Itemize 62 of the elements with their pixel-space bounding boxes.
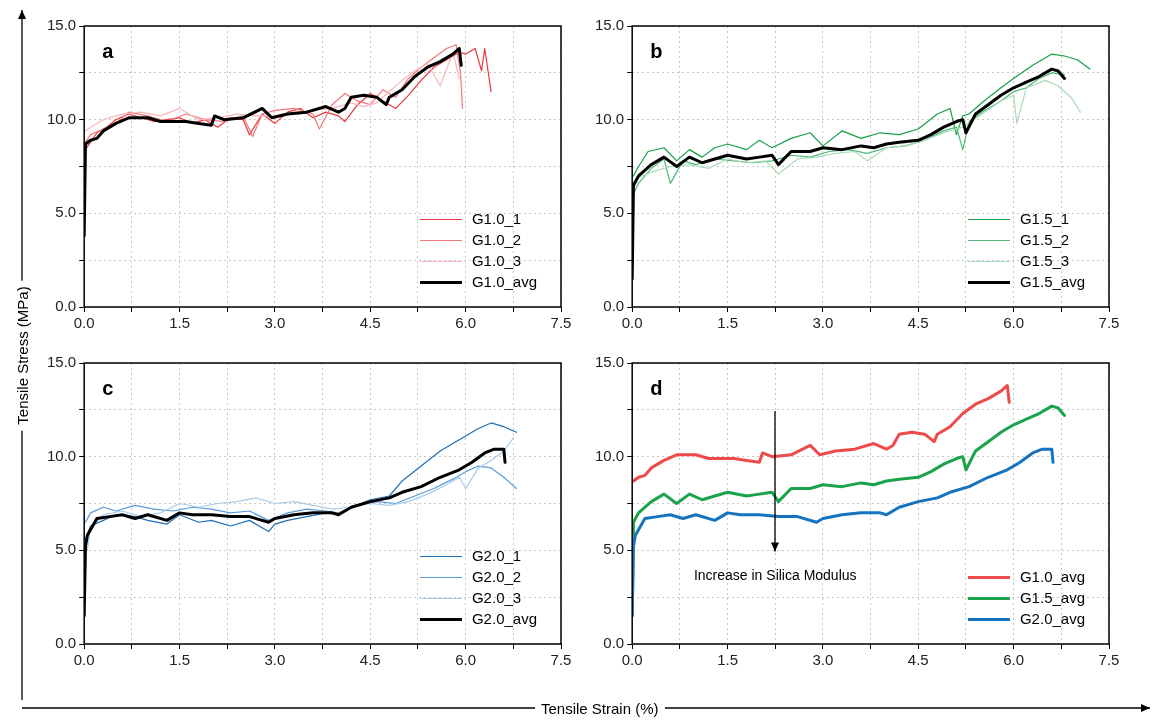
x-tick-label: 4.5 [359,314,381,332]
y-tick-label: 10.0 [594,109,625,127]
legend-label: G2.0_2 [471,567,522,585]
x-tick-label: 7.5 [550,314,572,332]
x-tick-label: 6.0 [1003,314,1025,332]
legend-label: G2.0_avg [471,609,537,627]
legend-label: G1.5_1 [1019,209,1070,227]
x-tick-label: 3.0 [264,651,286,669]
x-tick-label: 1.5 [717,314,738,332]
x-tick-label: 0.0 [73,314,95,332]
x-tick-label: 6.0 [1003,651,1025,669]
x-tick-label: 1.5 [717,651,738,669]
text: d [650,376,663,399]
legend-label: G1.0_avg [471,272,537,290]
x-tick-label: 6.0 [455,314,477,332]
y-tick-label: 15.0 [594,16,625,34]
x-tick-label: 4.5 [907,651,929,669]
annotation: Increase in Silica Modulus [693,567,857,584]
legend-label: G2.0_3 [471,588,522,606]
y-tick-label: 0.0 [55,634,77,652]
x-tick-label: 3.0 [264,314,286,332]
y-tick-label: 10.0 [594,446,625,464]
text: a [102,39,115,62]
x-tick-label: 0.0 [73,651,95,669]
y-tick-label: 5.0 [55,540,77,558]
legend-label: G1.0_3 [471,251,522,269]
x-tick-label: 7.5 [550,651,572,669]
y-tick-label: 15.0 [46,16,77,34]
x-tick-label: 0.0 [621,314,643,332]
x-tick-label: 1.5 [169,314,190,332]
legend-label: G1.0_2 [471,230,522,248]
y-tick-label: 15.0 [46,353,77,371]
y-tick-label: 10.0 [46,446,77,464]
x-tick-label: 4.5 [907,314,929,332]
legend-label: G1.0_1 [471,209,522,227]
y-tick-label: 0.0 [603,634,625,652]
legend-label: G1.0_avg [1019,567,1085,585]
y-tick-label: 5.0 [55,203,77,221]
y-tick-label: 10.0 [46,109,77,127]
x-tick-label: 7.5 [1098,651,1120,669]
legend-label: G2.0_1 [471,546,522,564]
y-axis-title: Tensile Stress (MPa) [13,279,31,431]
legend-label: G1.5_avg [1019,272,1085,290]
x-tick-label: 1.5 [169,651,190,669]
x-tick-label: 6.0 [455,651,477,669]
x-tick-label: 0.0 [621,651,643,669]
legend-label: G1.5_2 [1019,230,1070,248]
x-axis-title: Tensile Strain (%) [535,699,665,717]
text: c [102,376,114,399]
y-tick-label: 15.0 [594,353,625,371]
x-tick-label: 7.5 [1098,314,1120,332]
x-tick-label: 3.0 [812,314,834,332]
x-tick-label: 3.0 [812,651,834,669]
y-tick-label: 5.0 [603,540,625,558]
legend-label: G1.5_avg [1019,588,1085,606]
legend-label: G1.5_3 [1019,251,1070,269]
x-tick-label: 4.5 [359,651,381,669]
legend-label: G2.0_avg [1019,609,1085,627]
y-tick-label: 0.0 [603,297,625,315]
y-tick-label: 5.0 [603,203,625,221]
text: b [650,39,663,62]
y-tick-label: 0.0 [55,297,77,315]
